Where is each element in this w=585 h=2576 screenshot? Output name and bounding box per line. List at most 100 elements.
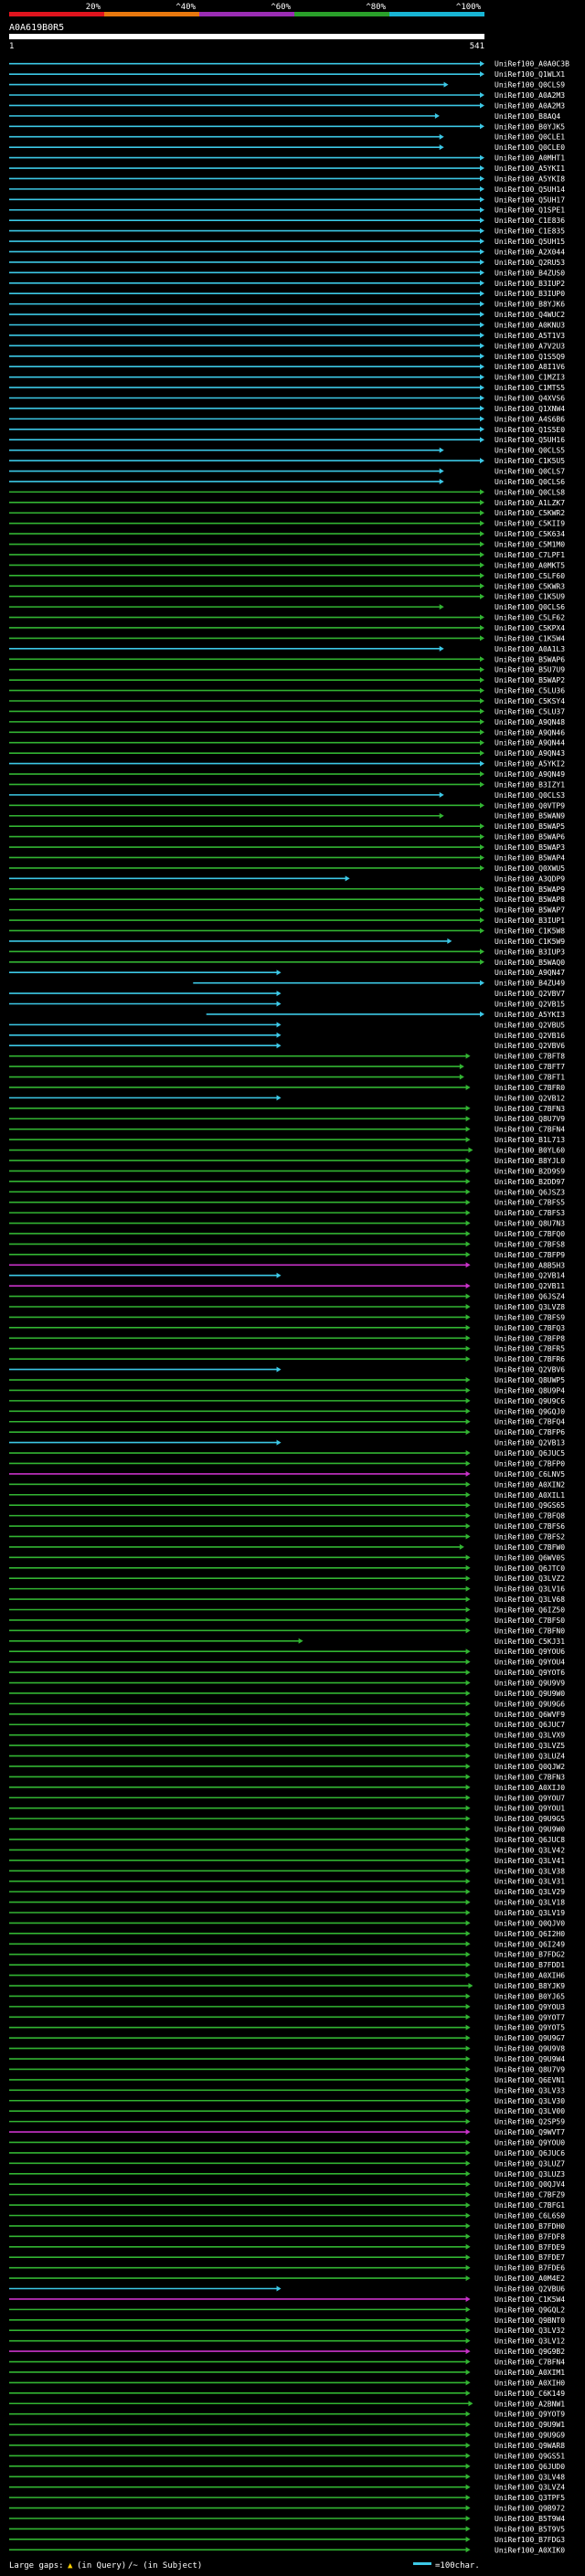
hit-row[interactable]: UniRef100_Q5UH16	[9, 436, 565, 444]
hit-row[interactable]: UniRef100_C1E836	[9, 217, 565, 225]
hit-row[interactable]: UniRef100_Q6JUC8	[9, 1836, 565, 1844]
hit-row[interactable]: UniRef100_B5WAP4	[9, 853, 565, 862]
hit-row[interactable]: UniRef100_Q9YOU4	[9, 1659, 565, 1667]
hit-row[interactable]: UniRef100_Q8U9P4	[9, 1386, 565, 1394]
hit-row[interactable]: UniRef100_B7FDE6	[9, 2264, 565, 2273]
hit-row[interactable]: UniRef100_B5WAP5	[9, 822, 565, 831]
hit-row[interactable]: UniRef100_A9QN43	[9, 749, 565, 758]
hit-row[interactable]: UniRef100_C1E835	[9, 228, 565, 236]
hit-row[interactable]: UniRef100_A5YKI3	[206, 1011, 566, 1019]
hit-row[interactable]: UniRef100_Q9BNT0	[9, 2316, 565, 2325]
hit-row[interactable]: UniRef100_Q0QJV4	[9, 2180, 565, 2189]
hit-row[interactable]: UniRef100_A9QN44	[9, 739, 565, 747]
hit-row[interactable]: UniRef100_Q6JUC5	[9, 1449, 565, 1458]
hit-row[interactable]: UniRef100_Q0CLS9	[9, 81, 565, 90]
hit-row[interactable]: UniRef100_C7BFT1	[9, 1074, 565, 1082]
hit-row[interactable]: UniRef100_A0KNU3	[9, 321, 565, 329]
hit-row[interactable]: UniRef100_B1L713	[9, 1136, 565, 1144]
hit-row[interactable]: UniRef100_B2DD97	[9, 1178, 565, 1186]
hit-row[interactable]: UniRef100_Q9U9C6	[9, 1397, 565, 1405]
hit-row[interactable]: UniRef100_C1K5U5	[9, 457, 565, 465]
hit-row[interactable]: UniRef100_C7BFS0	[9, 1617, 565, 1625]
hit-row[interactable]: UniRef100_Q9B972	[9, 2505, 565, 2513]
hit-row[interactable]: UniRef100_Q3LV32	[9, 2327, 565, 2335]
hit-row[interactable]: UniRef100_Q9YOU1	[9, 1805, 565, 1813]
hit-row[interactable]: UniRef100_C5KWR2	[9, 509, 565, 517]
hit-row[interactable]: UniRef100_B5WAQ0	[9, 959, 565, 967]
hit-row[interactable]: UniRef100_C7BFQ0	[9, 1230, 565, 1238]
hit-row[interactable]: UniRef100_Q9YOU7	[9, 1794, 565, 1802]
hit-row[interactable]: UniRef100_Q3LV41	[9, 1857, 565, 1865]
hit-row[interactable]: UniRef100_Q0CLE1	[9, 133, 565, 142]
hit-row[interactable]: UniRef100_C5KSY4	[9, 697, 565, 705]
hit-row[interactable]: UniRef100_A0XIM1	[9, 2369, 565, 2377]
hit-row[interactable]: UniRef100_Q0QJV0	[9, 1919, 565, 1927]
hit-row[interactable]: UniRef100_C5KII9	[9, 520, 565, 528]
hit-row[interactable]: UniRef100_A0XIK0	[9, 2546, 565, 2554]
hit-row[interactable]: UniRef100_Q9U9W0	[9, 1826, 565, 1834]
hit-row[interactable]: UniRef100_Q3LV48	[9, 2473, 565, 2481]
hit-row[interactable]: UniRef100_A5YKI2	[9, 760, 565, 769]
hit-row[interactable]: UniRef100_C7BFP8	[9, 1334, 565, 1342]
hit-row[interactable]: UniRef100_B3IUP1	[9, 917, 565, 925]
hit-row[interactable]: UniRef100_Q6IZ50	[9, 1606, 565, 1614]
hit-row[interactable]: UniRef100_C5K634	[9, 530, 565, 538]
hit-row[interactable]: UniRef100_Q2VB12	[9, 1094, 565, 1102]
hit-row[interactable]: UniRef100_A0MHT1	[9, 154, 565, 163]
hit-row[interactable]: UniRef100_C5KJ31	[9, 1638, 565, 1646]
hit-row[interactable]: UniRef100_Q1S5Q9	[9, 353, 565, 361]
hit-row[interactable]: UniRef100_Q5UH17	[9, 196, 565, 204]
hit-row[interactable]: UniRef100_Q9YOT6	[9, 1669, 565, 1677]
hit-row[interactable]: UniRef100_Q2VBU5	[9, 1021, 565, 1029]
hit-row[interactable]: UniRef100_Q5UH15	[9, 238, 565, 246]
hit-row[interactable]: UniRef100_C1K5W9	[9, 938, 565, 946]
hit-row[interactable]: UniRef100_C7BFQ4	[9, 1418, 565, 1426]
hit-row[interactable]: UniRef100_Q9U9W1	[9, 2421, 565, 2429]
hit-row[interactable]: UniRef100_Q3LUZ4	[9, 1753, 565, 1761]
hit-row[interactable]: UniRef100_Q3LVZ5	[9, 1742, 565, 1750]
hit-row[interactable]: UniRef100_Q9WAR8	[9, 2442, 565, 2450]
hit-row[interactable]: UniRef100_B7FDH0	[9, 2222, 565, 2231]
hit-row[interactable]: UniRef100_A5YKI1	[9, 164, 565, 173]
hit-row[interactable]: UniRef100_A4S6B6	[9, 415, 565, 423]
hit-row[interactable]: UniRef100_B5WAP9	[9, 885, 565, 894]
hit-row[interactable]: UniRef100_Q1S5E0	[9, 426, 565, 434]
hit-row[interactable]: UniRef100_B8YJL0	[9, 1157, 565, 1165]
hit-row[interactable]: UniRef100_B3IUP2	[9, 280, 565, 288]
hit-row[interactable]: UniRef100_Q0CLS8	[9, 488, 565, 496]
hit-row[interactable]: UniRef100_B5WAP8	[9, 896, 565, 904]
hit-row[interactable]: UniRef100_Q6EVN1	[9, 2076, 565, 2084]
hit-row[interactable]: UniRef100_A9QN49	[9, 770, 565, 779]
hit-row[interactable]: UniRef100_Q2VB13	[9, 1439, 565, 1447]
hit-row[interactable]: UniRef100_C7BFP9	[9, 1251, 565, 1259]
hit-row[interactable]: UniRef100_Q3LVX9	[9, 1732, 565, 1740]
hit-row[interactable]: UniRef100_A0XIH0	[9, 2379, 565, 2387]
hit-row[interactable]: UniRef100_C7BFG1	[9, 2201, 565, 2210]
hit-row[interactable]: UniRef100_Q9YOT9	[9, 2411, 565, 2419]
hit-row[interactable]: UniRef100_A3QDP9	[9, 875, 565, 883]
hit-row[interactable]: UniRef100_B5WAP7	[9, 906, 565, 915]
hit-row[interactable]: UniRef100_Q3LV12	[9, 2337, 565, 2346]
hit-row[interactable]: UniRef100_Q2VB16	[9, 1032, 565, 1040]
hit-row[interactable]: UniRef100_Q0QJW2	[9, 1763, 565, 1771]
hit-row[interactable]: UniRef100_C5LF62	[9, 614, 565, 622]
hit-row[interactable]: UniRef100_A0A1L3	[9, 645, 565, 653]
hit-row[interactable]: UniRef100_Q3LV00	[9, 2107, 565, 2115]
hit-row[interactable]: UniRef100_C7BFS3	[9, 1209, 565, 1217]
hit-row[interactable]: UniRef100_C5LF60	[9, 572, 565, 580]
hit-row[interactable]: UniRef100_B0YL60	[9, 1147, 565, 1155]
hit-row[interactable]: UniRef100_B0YJK5	[9, 122, 565, 131]
hit-row[interactable]: UniRef100_Q3TPF5	[9, 2494, 565, 2502]
hit-row[interactable]: UniRef100_A0M4E2	[9, 2274, 565, 2283]
hit-row[interactable]: UniRef100_C5LU37	[9, 707, 565, 716]
hit-row[interactable]: UniRef100_Q1XNW4	[9, 405, 565, 413]
hit-row[interactable]: UniRef100_A9QN48	[9, 718, 565, 726]
hit-row[interactable]: UniRef100_Q9YOT5	[9, 2024, 565, 2032]
hit-row[interactable]: UniRef100_B0YJ65	[9, 1992, 565, 2000]
hit-row[interactable]: UniRef100_Q6I249	[9, 1940, 565, 1948]
hit-row[interactable]: UniRef100_Q9GQJ0	[9, 1407, 565, 1415]
hit-row[interactable]: UniRef100_Q0VTP9	[9, 801, 565, 810]
hit-row[interactable]: UniRef100_C1K5U9	[9, 593, 565, 601]
hit-row[interactable]: UniRef100_B5WAP2	[9, 676, 565, 684]
hit-row[interactable]: UniRef100_A2X044	[9, 248, 565, 256]
